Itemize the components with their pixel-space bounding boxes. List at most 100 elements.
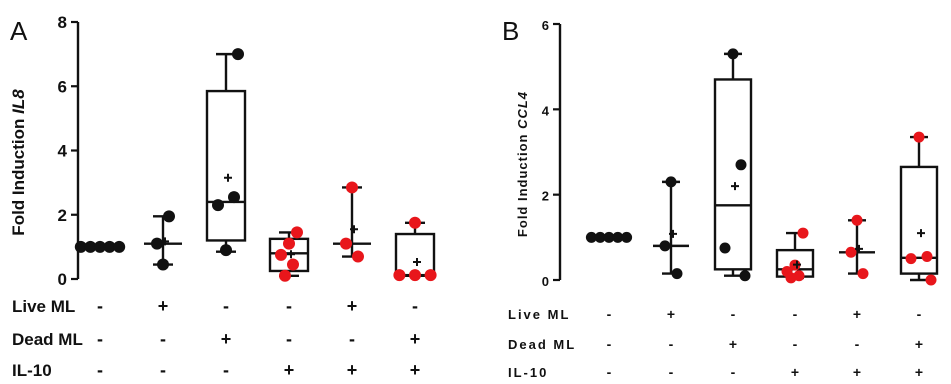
mean-marker <box>287 250 295 259</box>
condition-sign: + <box>729 336 737 352</box>
data-point <box>409 269 421 282</box>
group-1 <box>585 231 633 243</box>
condition-sign: + <box>791 364 799 380</box>
data-point <box>163 210 175 223</box>
data-point <box>612 231 624 243</box>
data-point <box>797 227 809 239</box>
data-point <box>621 231 633 243</box>
data-point <box>287 258 299 271</box>
condition-sign: - <box>855 336 860 352</box>
y-axis-label: Fold Induction IL8 <box>9 89 28 236</box>
box <box>394 232 436 277</box>
condition-sign: + <box>410 329 421 349</box>
condition-sign: - <box>286 296 292 316</box>
mean-marker <box>669 229 677 238</box>
data-point <box>393 269 406 282</box>
data-point <box>913 131 925 143</box>
group-4 <box>268 226 310 282</box>
data-point <box>857 268 869 280</box>
data-point <box>275 248 287 261</box>
condition-sign: - <box>607 306 612 322</box>
group-6 <box>393 216 437 282</box>
condition-sign: - <box>607 336 612 352</box>
group-5 <box>839 214 875 280</box>
data-point <box>103 240 116 253</box>
data-point <box>151 237 163 250</box>
condition-sign: - <box>793 336 798 352</box>
condition-label: IL-10 <box>508 365 548 380</box>
condition-sign: - <box>669 336 674 352</box>
data-point <box>409 216 421 229</box>
data-point <box>739 270 751 282</box>
y-axis-label-gene: CCL4 <box>515 91 530 129</box>
mean-marker <box>731 182 739 191</box>
mean-marker <box>607 233 615 242</box>
group-5 <box>333 181 371 263</box>
condition-sign: + <box>221 329 232 349</box>
data-point <box>659 240 671 252</box>
data-point <box>735 159 747 171</box>
y-axis-label-gene: IL8 <box>9 89 28 114</box>
condition-sign: + <box>158 296 169 316</box>
y-axis-label-text: Fold Induction <box>515 129 530 237</box>
data-point <box>671 268 683 280</box>
y-tick-label: 8 <box>58 13 67 32</box>
data-point <box>785 272 797 284</box>
condition-sign: - <box>349 329 355 349</box>
condition-sign: - <box>793 306 798 322</box>
mean-marker <box>855 244 863 253</box>
condition-label: Dead ML <box>12 330 83 349</box>
group-2 <box>144 210 182 271</box>
data-point <box>851 214 863 226</box>
y-tick-label: 2 <box>58 206 67 225</box>
condition-label: Dead ML <box>508 337 576 352</box>
data-point <box>921 251 933 263</box>
data-point <box>346 181 358 194</box>
condition-sign: - <box>97 360 103 380</box>
condition-sign: + <box>853 306 861 322</box>
panel-letter-a: A <box>10 16 28 46</box>
data-point <box>113 240 126 253</box>
condition-sign: - <box>412 296 418 316</box>
data-point <box>585 231 597 243</box>
mean-marker <box>350 225 358 234</box>
y-tick-label: 2 <box>542 189 549 204</box>
condition-sign: - <box>669 364 674 380</box>
mean-marker <box>98 242 106 251</box>
data-point <box>727 48 739 60</box>
panel-letter-b: B <box>502 16 519 46</box>
condition-sign: - <box>97 329 103 349</box>
condition-sign: + <box>915 364 923 380</box>
data-point <box>665 176 677 188</box>
data-point <box>279 269 291 282</box>
data-point <box>157 258 169 271</box>
data-point <box>352 250 364 263</box>
group-3 <box>205 48 247 257</box>
data-point <box>74 240 87 253</box>
condition-sign: - <box>286 329 292 349</box>
mean-marker <box>224 173 232 182</box>
condition-sign: - <box>917 306 922 322</box>
data-point <box>84 240 97 253</box>
condition-sign: - <box>223 296 229 316</box>
data-point <box>719 242 731 254</box>
box <box>205 89 247 242</box>
condition-sign: + <box>284 360 295 380</box>
y-tick-label: 0 <box>542 274 549 289</box>
condition-sign: + <box>853 364 861 380</box>
y-tick-label: 4 <box>542 103 550 118</box>
condition-label: IL-10 <box>12 361 52 380</box>
condition-sign: - <box>160 360 166 380</box>
condition-sign: - <box>731 306 736 322</box>
y-axis-label-text: Fold Induction <box>9 114 28 236</box>
mean-marker <box>413 257 421 266</box>
condition-sign: - <box>97 296 103 316</box>
group-2 <box>653 176 689 280</box>
data-point <box>594 231 606 243</box>
condition-sign: - <box>223 360 229 380</box>
condition-sign: + <box>915 336 923 352</box>
y-tick-label: 0 <box>58 270 67 289</box>
condition-sign: + <box>667 306 675 322</box>
condition-sign: + <box>347 296 358 316</box>
